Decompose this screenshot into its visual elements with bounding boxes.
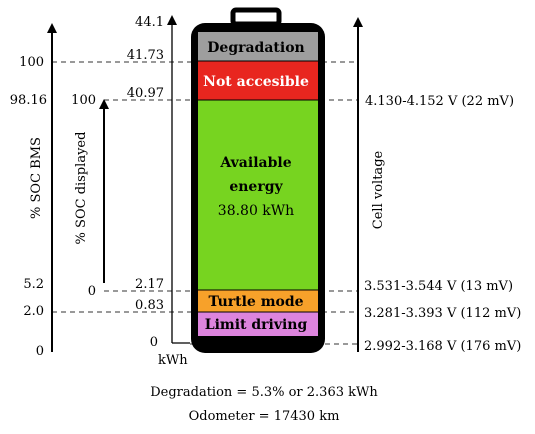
kwh-tick-2.17: 2.17: [135, 277, 164, 292]
kwh-axis: 44.1 41.73 40.97 2.17 0.83 0 kWh: [127, 15, 190, 368]
battery-terminal: [230, 7, 282, 27]
battery: Degradation Not accesible Available ener…: [191, 7, 325, 353]
limit-driving-label: Limit driving: [205, 317, 308, 333]
cell-voltage-label: Cell voltage: [371, 150, 386, 229]
kwh-tick-41.73: 41.73: [127, 48, 164, 63]
segment-available-energy: [198, 100, 318, 290]
soc-bms-axis: 100 98.16 5.2 2.0 0 % SOC BMS: [10, 23, 57, 359]
kwh-tick-40.97: 40.97: [127, 86, 164, 101]
soc-bms-tick-100: 100: [19, 55, 44, 70]
degradation-label: Degradation: [207, 40, 304, 56]
odometer-reading: Odometer = 17430 km: [189, 409, 340, 424]
soc-bms-tick-5.2: 5.2: [23, 277, 44, 292]
soc-displayed-tick-0: 0: [88, 284, 96, 299]
soc-displayed-axis: 100 0 % SOC displayed: [71, 93, 109, 299]
soc-bms-label: % SOC BMS: [29, 137, 44, 219]
voltage-range-bottom: 2.992-3.168 V (176 mV): [364, 339, 521, 354]
voltage-range-turtle: 3.531-3.544 V (13 mV): [364, 279, 513, 294]
degradation-summary: Degradation = 5.3% or 2.363 kWh: [150, 385, 378, 400]
segment-not-accessible: [198, 61, 318, 100]
soc-displayed-label: % SOC displayed: [74, 132, 89, 245]
available-label-line1: Available: [219, 155, 291, 171]
turtle-mode-label: Turtle mode: [208, 294, 303, 310]
soc-displayed-tick-100: 100: [71, 93, 96, 108]
voltage-range-limit: 3.281-3.393 V (112 mV): [364, 306, 521, 321]
available-energy-value: 38.80 kWh: [218, 203, 294, 219]
available-label-line2: energy: [229, 179, 283, 195]
kwh-tick-0: 0: [150, 335, 158, 350]
kwh-unit-label: kWh: [158, 353, 188, 368]
kwh-tick-44.1: 44.1: [135, 15, 164, 30]
soc-bms-tick-98.16: 98.16: [10, 93, 47, 108]
soc-bms-tick-0: 0: [36, 344, 44, 359]
kwh-tick-0.83: 0.83: [135, 298, 164, 313]
segment-turtle-mode: [198, 290, 318, 312]
segment-limit-driving: [198, 312, 318, 336]
not-accessible-label: Not accesible: [203, 74, 309, 90]
cell-voltage-axis: Cell voltage 4.130-4.152 V (22 mV) 3.531…: [353, 17, 521, 354]
segment-degradation: [198, 32, 318, 61]
voltage-range-top: 4.130-4.152 V (22 mV): [365, 94, 514, 109]
soc-bms-tick-2.0: 2.0: [23, 304, 44, 319]
